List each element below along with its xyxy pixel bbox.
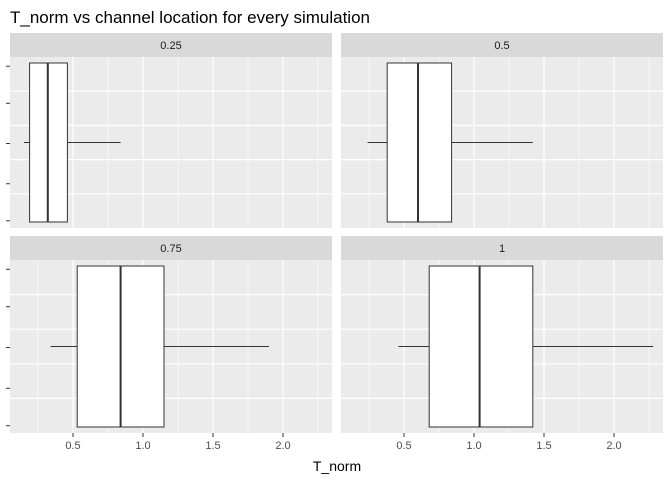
x-tick-label: 0.5 [65,440,80,452]
facet-strip-label: 0.25 [160,40,181,52]
x-tick-label: 1.0 [466,440,481,452]
x-tick-label: 0.5 [396,440,411,452]
x-tick-label: 1.0 [135,440,150,452]
chart-title: T_norm vs channel location for every sim… [10,8,370,27]
x-axis-title: T_norm [313,458,361,474]
facet-panels: 0.25 0.5 0.75 0.5 1.0 1.5 2.0 1 0.5 1.0 1.5 2.0 [6,33,663,452]
facet-panel: 1 0.5 1.0 1.5 2.0 [341,236,663,452]
x-tick-label: 1.5 [205,440,220,452]
box [428,265,534,428]
facet-strip-label: 0.5 [494,40,509,52]
facet-panel: 0.25 [6,33,332,228]
facet-panel: 0.5 [341,33,663,228]
x-tick-label: 2.0 [606,440,621,452]
x-tick-label: 2.0 [275,440,290,452]
facet-panel: 0.75 0.5 1.0 1.5 2.0 [6,236,332,452]
facet-strip [341,236,663,260]
box [386,62,453,223]
facet-strip [10,33,332,57]
facet-strip-label: 1 [499,243,505,255]
facet-strip [341,33,663,57]
facet-strip-label: 0.75 [160,243,181,255]
x-tick-label: 1.5 [536,440,551,452]
facet-strip [10,236,332,260]
